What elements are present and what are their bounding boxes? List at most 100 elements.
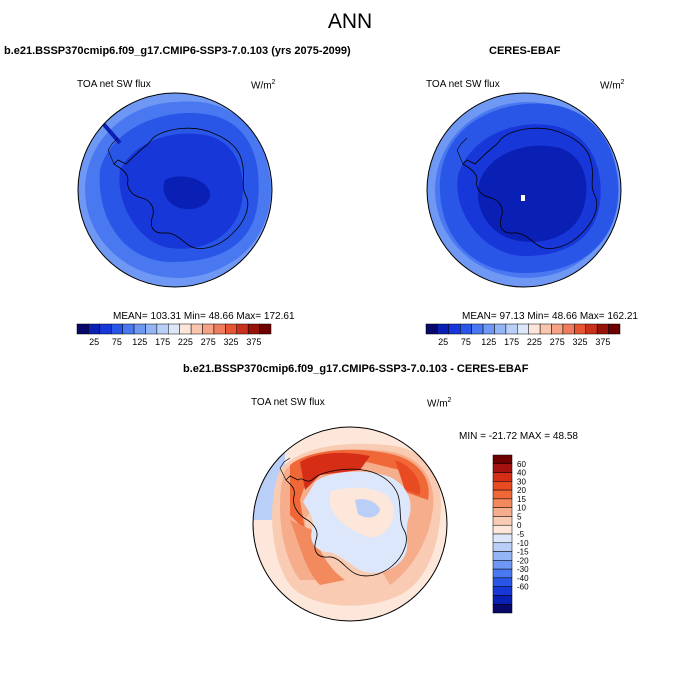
- panel1-title: b.e21.BSSP370cmip6.f09_g17.CMIP6-SSP3-7.…: [4, 45, 351, 57]
- colorbar-model-swatch: [88, 323, 101, 335]
- colorbar-model-swatch: [99, 323, 112, 335]
- colorbar-model-swatch: [236, 323, 249, 335]
- panel3-title: b.e21.BSSP370cmip6.f09_g17.CMIP6-SSP3-7.…: [183, 363, 529, 375]
- colorbar-difference-swatch: [492, 533, 513, 544]
- colorbar-difference-swatch: [492, 542, 513, 552]
- colorbar-difference-tick-label: -10: [517, 539, 529, 548]
- colorbar-difference-swatch: [492, 595, 513, 605]
- colorbar-observations-swatch: [528, 323, 541, 335]
- panel1-stats: MEAN= 103.31 Min= 48.66 Max= 172.61: [113, 311, 295, 322]
- colorbar-model-swatch: [122, 323, 135, 335]
- colorbar-difference-swatch: [492, 489, 513, 500]
- colorbar-observations-tick-label: 175: [504, 337, 519, 347]
- map-ceres-ebaf: [426, 92, 622, 288]
- colorbar-model-swatch: [247, 323, 260, 335]
- colorbar-difference-swatch: [492, 516, 513, 526]
- colorbar-difference-tick-label: -60: [517, 583, 529, 592]
- colorbar-model-tick-label: 125: [132, 337, 147, 347]
- panel1-units: W/m2: [251, 79, 276, 92]
- colorbar-observations-swatch: [517, 323, 529, 335]
- colorbar-observations-swatch: [482, 323, 495, 335]
- colorbar-model-swatch: [225, 323, 238, 335]
- colorbar-model-tick-label: 275: [201, 337, 216, 347]
- colorbar-model-swatch: [179, 323, 192, 335]
- colorbar-observations-tick-label: 75: [461, 337, 471, 347]
- colorbar-model-swatch: [190, 323, 203, 335]
- map-difference: [252, 426, 448, 622]
- colorbar-difference-tick-label: 15: [517, 495, 526, 504]
- colorbar-difference-swatch: [492, 472, 513, 482]
- colorbar-observations: 25 75 125 175 225 275 325 375: [425, 323, 621, 347]
- colorbar-observations-tick-label: 25: [438, 337, 448, 347]
- colorbar-observations-tick-label: 375: [595, 337, 610, 347]
- colorbar-observations-swatch: [585, 323, 598, 335]
- panel2-title: CERES-EBAF: [489, 45, 561, 57]
- colorbar-difference-swatch: [492, 568, 513, 579]
- colorbar-difference-swatch: [492, 586, 513, 596]
- colorbar-observations-swatch: [596, 323, 609, 335]
- panel3-units: W/m2: [427, 397, 452, 410]
- colorbar-model-swatch: [133, 323, 146, 335]
- colorbar-observations-swatch: [505, 323, 518, 335]
- colorbar-observations-tick-label: 275: [550, 337, 565, 347]
- colorbar-observations-swatch: [425, 323, 438, 335]
- colorbar-model-swatch: [156, 323, 169, 335]
- colorbar-observations-swatch: [459, 323, 472, 335]
- panel2-units: W/m2: [600, 79, 625, 92]
- colorbar-difference-swatch: [492, 603, 513, 614]
- map-model-simulation: [77, 92, 273, 288]
- colorbar-difference-tick-label: 10: [517, 504, 526, 513]
- colorbar-model-swatch: [76, 323, 89, 335]
- colorbar-difference-tick-label: -5: [517, 530, 525, 539]
- colorbar-observations-swatch: [471, 323, 484, 335]
- antarctica-coastline-1: [113, 127, 249, 249]
- colorbar-model-swatch: [168, 323, 180, 335]
- colorbar-observations-swatch: [608, 323, 621, 335]
- colorbar-difference-swatch: [492, 524, 513, 535]
- colorbar-model-swatch: [213, 323, 226, 335]
- colorbar-observations-tick-label: 125: [481, 337, 496, 347]
- panel2-stats: MEAN= 97.13 Min= 48.66 Max= 162.21: [462, 311, 638, 322]
- colorbar-observations-swatch: [494, 323, 507, 335]
- colorbar-difference-swatch: [492, 577, 513, 587]
- panel3-stats: MIN = -21.72 MAX = 48.58: [459, 431, 578, 442]
- colorbar-model-swatch: [110, 323, 123, 335]
- panel1-variable: TOA net SW flux: [77, 79, 151, 90]
- colorbar-difference-tick-label: 60: [517, 460, 526, 469]
- colorbar-difference-swatch: [492, 551, 513, 561]
- colorbar-observations-swatch: [574, 323, 587, 335]
- colorbar-difference-tick-label: 0: [517, 521, 522, 530]
- colorbar-difference-tick-label: -40: [517, 574, 529, 583]
- colorbar-model-swatch: [145, 323, 158, 335]
- colorbar-model: 25 75 125 175 225 275 325 375: [76, 323, 272, 347]
- antarctica-coastline-2: [462, 127, 598, 249]
- colorbar-model-tick-label: 25: [89, 337, 99, 347]
- colorbar-difference-swatch: [492, 507, 513, 517]
- colorbar-model-swatch: [259, 323, 272, 335]
- colorbar-difference-swatch: [492, 498, 513, 508]
- colorbar-model-swatch: [202, 323, 215, 335]
- colorbar-difference-tick-label: 40: [517, 469, 526, 478]
- colorbar-difference-tick-label: -15: [517, 548, 529, 557]
- colorbar-difference-tick-label: -20: [517, 556, 529, 565]
- colorbar-difference-tick-label: 5: [517, 512, 522, 521]
- colorbar-difference-tick-label: 20: [517, 486, 526, 495]
- panel2-variable: TOA net SW flux: [426, 79, 500, 90]
- figure-title: ANN: [327, 10, 373, 33]
- colorbar-model-tick-label: 175: [155, 337, 170, 347]
- antarctica-coastline-3: [285, 468, 407, 577]
- colorbar-observations-tick-label: 225: [527, 337, 542, 347]
- colorbar-difference-tick-label: -30: [517, 565, 529, 574]
- colorbar-difference-swatch: [492, 481, 513, 491]
- colorbar-observations-swatch: [448, 323, 461, 335]
- colorbar-model-tick-label: 375: [246, 337, 261, 347]
- colorbar-observations-swatch: [562, 323, 575, 335]
- colorbar-observations-tick-label: 325: [573, 337, 588, 347]
- colorbar-observations-swatch: [551, 323, 564, 335]
- colorbar-observations-swatch: [539, 323, 552, 335]
- colorbar-model-tick-label: 75: [112, 337, 122, 347]
- colorbar-model-tick-label: 225: [178, 337, 193, 347]
